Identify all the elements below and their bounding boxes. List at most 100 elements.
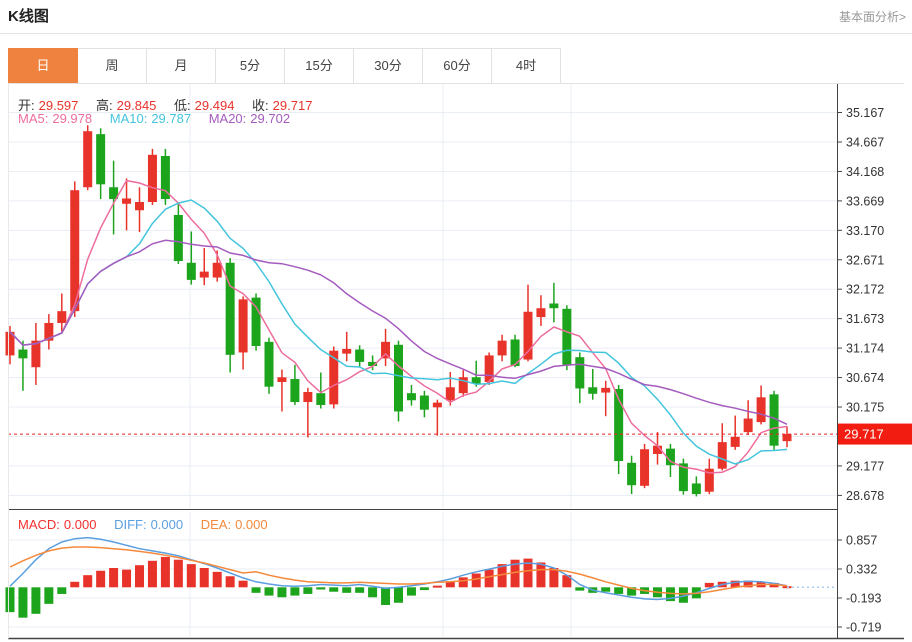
axis-tick-label: 30.175 [846,401,884,415]
interval-tabbar: 日周月 5分 15分 30分 60分 4时 [8,48,904,84]
macd-bar [523,558,533,588]
macd-bar [575,587,585,591]
macd-bar [70,581,80,588]
candle-body [497,340,507,356]
candle-body [419,395,429,410]
macd-bar [31,587,41,614]
diff-label: DIFF: [114,517,147,532]
open-label: 开: [18,98,35,113]
candle-body [70,190,80,312]
axis-tick-label: 34.168 [846,165,884,179]
close-label: 收: [252,98,269,113]
candle-body [329,350,339,405]
axis-tick-label: 0.332 [846,562,877,576]
macd-info-bar: MACD: 0.000 DIFF: 0.000 DEA: 0.000 [18,517,272,532]
candle-body [290,379,300,403]
tab-30min[interactable]: 30分 [353,48,423,83]
fundamental-analysis-link[interactable]: 基本面分析> [838,10,906,24]
macd-bar [627,587,637,596]
diff-value: 0.000 [150,517,184,532]
macd-bar [484,569,494,588]
tab-daily[interactable]: 日 [8,48,78,83]
candle-body [368,361,378,367]
ma5-line [9,179,788,474]
candle-body [743,418,753,433]
macd-bar [212,571,222,588]
axis-tick-label: 33.669 [846,194,884,208]
axis-tick-label: 31.174 [846,342,884,356]
dea-line [9,546,788,595]
macd-bar [665,587,675,602]
candle-body [549,303,559,309]
axis-tick-label: 32.671 [846,253,884,267]
axis-tick-label: 32.172 [846,283,884,297]
open-value: 29.597 [38,98,79,113]
macd-bar [199,567,209,588]
macd-bar [601,587,611,592]
candle-body [5,331,15,356]
candle-body [212,262,222,278]
macd-bar [329,587,339,592]
macd-bar [497,564,507,588]
candle-body [83,131,93,188]
page-title: K线图 [8,8,49,25]
candle-body [523,311,533,360]
macd-bar [160,556,170,588]
macd-bar [704,582,714,588]
candle-body [769,394,779,446]
macd-bar [122,569,132,588]
macd-bar [419,587,429,591]
macd-bar [147,560,157,588]
macd-bar [18,587,28,618]
candle-body [57,311,67,323]
candle-body [18,349,28,359]
candle-body [44,322,54,341]
candle-body [96,134,106,185]
ma5-label: MA5: [18,111,49,126]
candle-body [640,449,650,486]
axis-labels: 35.167 34.667 34.168 33.669 33.170 32.671 32.1… [837,106,884,635]
macd-label: MACD: [18,517,60,532]
candle-body [225,262,235,355]
ma10-line [9,199,788,465]
macd-bar [303,587,313,594]
macd-bar [743,580,753,588]
candle-body [264,341,274,387]
ma10-label: MA10: [109,111,148,126]
macd-bar [445,581,455,588]
axis-tick-label: 33.170 [846,224,884,238]
candle-body [186,262,196,280]
macd-bar [96,570,106,588]
tab-60min[interactable]: 60分 [422,48,492,83]
tab-monthly[interactable]: 月 [146,48,216,83]
axis-tick-label: 28.678 [846,489,884,503]
macd-bar [536,562,546,588]
macd-bar [406,587,416,596]
title-divider [0,33,912,34]
macd-bar [432,585,442,588]
macd-bar [381,587,391,605]
candle-body [394,344,403,412]
macd-bar [562,575,572,588]
candle-body [251,297,261,346]
candle-body [199,271,209,278]
candle-body [588,387,598,394]
macd-bar [238,580,248,588]
macd-bar [264,587,274,596]
ohlc-info-bar: 开: 29.597 高: 29.845 低: 29.494 收: 29.717 [18,95,316,114]
candle-body [756,397,766,423]
candle-body [303,391,313,403]
current-price-badge: 29.717 [838,423,912,445]
candle-body [627,462,637,486]
macd-bar [57,587,67,594]
macd-value: 0.000 [63,517,97,532]
tab-4hour[interactable]: 4时 [491,48,561,83]
candle-body [316,393,326,405]
candle-body [381,341,391,359]
candle-body [730,436,740,447]
macd-bar [186,564,196,588]
macd-bar [394,587,403,603]
candle-body [510,339,520,367]
